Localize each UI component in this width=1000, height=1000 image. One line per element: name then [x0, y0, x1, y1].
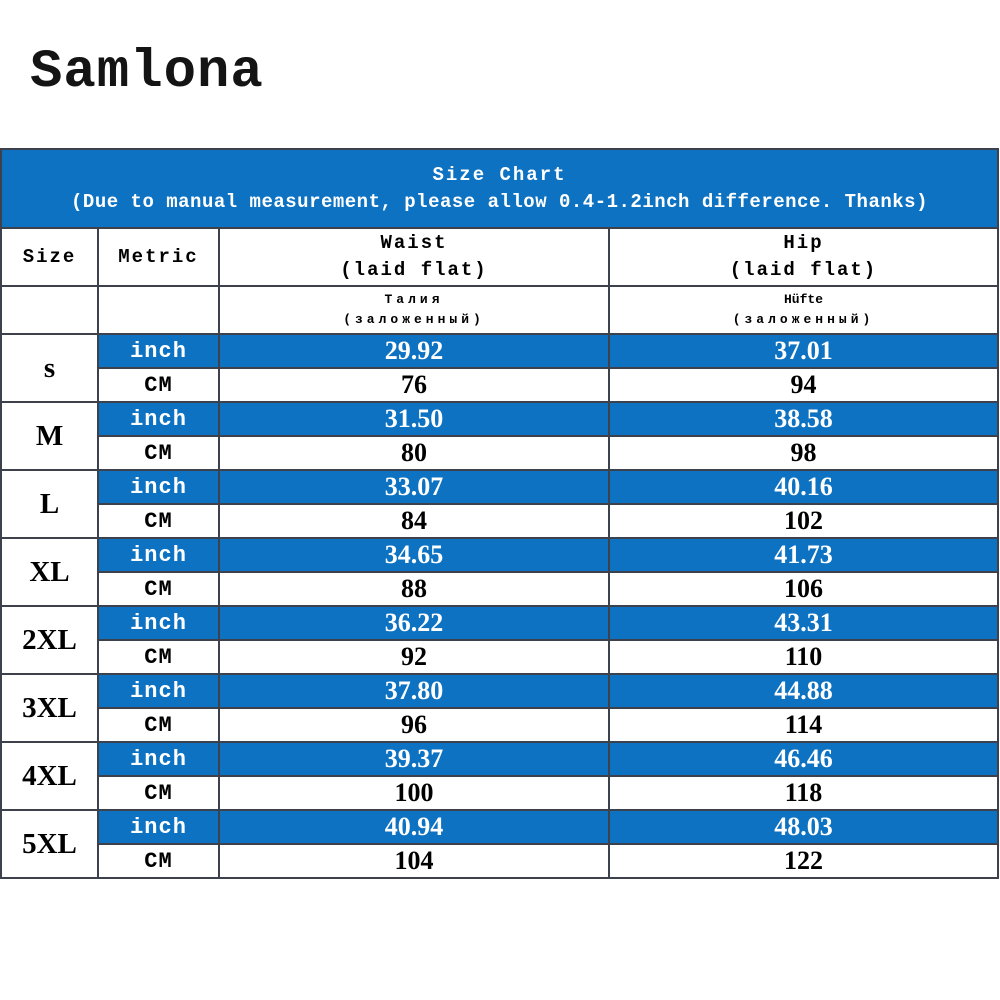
hip-inch-value: 40.16: [608, 469, 999, 505]
hip-inch-value: 48.03: [608, 809, 999, 845]
translated-header-row: Талия (заложенный) Hüfte (заложенный): [0, 285, 999, 335]
unit-label-inch: inch: [97, 741, 220, 777]
waist-inch-value: 40.94: [218, 809, 610, 845]
subheader-size-empty: [0, 285, 99, 335]
waist-inch-value: 34.65: [218, 537, 610, 573]
banner-row: Size Chart (Due to manual measurement, p…: [0, 148, 999, 229]
unit-label-cm: CM: [97, 707, 220, 743]
size-row-cm: CM 96 114: [1, 707, 999, 743]
waist-translated-line2: (заложенный): [343, 312, 485, 327]
column-header-row: Size Metric Waist (laid flat) Hip (laid …: [0, 227, 999, 287]
size-row-inch: 2XL inch 36.22 43.31: [0, 605, 999, 675]
waist-cm-value: 100: [218, 775, 610, 811]
hip-inch-value: 44.88: [608, 673, 999, 709]
unit-label-inch: inch: [97, 333, 220, 369]
size-row-cm: CM 84 102: [1, 503, 999, 539]
hip-cm-value: 98: [608, 435, 999, 471]
hip-cm-value: 122: [608, 843, 999, 879]
col-header-waist-line2: (laid flat): [340, 259, 488, 281]
waist-cm-value: 92: [218, 639, 610, 675]
col-subheader-waist-translated: Талия (заложенный): [218, 285, 610, 335]
unit-label-cm: CM: [97, 435, 220, 471]
size-row-inch: 4XL inch 39.37 46.46: [0, 741, 999, 811]
col-header-waist: Waist (laid flat): [218, 227, 610, 287]
size-chart-table: Size Chart (Due to manual measurement, p…: [0, 148, 999, 879]
unit-label-cm: CM: [97, 503, 220, 539]
size-row-cm: CM 80 98: [1, 435, 999, 471]
size-row-cm: CM 76 94: [1, 367, 999, 403]
waist-inch-value: 37.80: [218, 673, 610, 709]
size-label: XL: [0, 537, 99, 607]
size-row-cm: CM 92 110: [1, 639, 999, 675]
size-label: 3XL: [0, 673, 99, 743]
hip-cm-value: 102: [608, 503, 999, 539]
unit-label-cm: CM: [97, 775, 220, 811]
size-row-inch: XL inch 34.65 41.73: [0, 537, 999, 607]
hip-translated-line1: Hüfte: [783, 291, 823, 307]
waist-inch-value: 39.37: [218, 741, 610, 777]
unit-label-cm: CM: [97, 367, 220, 403]
size-chart-title: Size Chart: [432, 163, 567, 186]
banner-cell: Size Chart (Due to manual measurement, p…: [0, 148, 999, 229]
brand-logo: Samlona: [30, 42, 264, 103]
waist-cm-value: 88: [218, 571, 610, 607]
waist-inch-value: 33.07: [218, 469, 610, 505]
size-label: M: [0, 401, 99, 471]
size-label: 2XL: [0, 605, 99, 675]
size-row-cm: CM 100 118: [1, 775, 999, 811]
waist-cm-value: 80: [218, 435, 610, 471]
unit-label-inch: inch: [97, 673, 220, 709]
size-chart-subtitle: (Due to manual measurement, please allow…: [71, 191, 928, 214]
waist-cm-value: 96: [218, 707, 610, 743]
unit-label-inch: inch: [97, 469, 220, 505]
size-label: 4XL: [0, 741, 99, 811]
unit-label-inch: inch: [97, 809, 220, 845]
col-subheader-hip-translated: Hüfte (заложенный): [608, 285, 999, 335]
waist-cm-value: 84: [218, 503, 610, 539]
subheader-metric-empty: [97, 285, 220, 335]
hip-cm-value: 114: [608, 707, 999, 743]
col-header-hip: Hip (laid flat): [608, 227, 999, 287]
waist-inch-value: 29.92: [218, 333, 610, 369]
hip-inch-value: 38.58: [608, 401, 999, 437]
size-label: 5XL: [0, 809, 99, 879]
col-header-metric: Metric: [97, 227, 220, 287]
size-row-inch: 3XL inch 37.80 44.88: [0, 673, 999, 743]
hip-inch-value: 46.46: [608, 741, 999, 777]
waist-inch-value: 36.22: [218, 605, 610, 641]
col-header-hip-line1: Hip: [783, 232, 824, 255]
size-row-cm: CM 88 106: [1, 571, 999, 607]
unit-label-cm: CM: [97, 571, 220, 607]
size-row-inch: s inch 29.92 37.01: [0, 333, 999, 403]
hip-cm-value: 118: [608, 775, 999, 811]
hip-cm-value: 94: [608, 367, 999, 403]
size-label: L: [0, 469, 99, 539]
hip-cm-value: 110: [608, 639, 999, 675]
hip-inch-value: 37.01: [608, 333, 999, 369]
unit-label-inch: inch: [97, 401, 220, 437]
waist-translated-line1: Талия: [384, 291, 444, 307]
size-row-inch: 5XL inch 40.94 48.03: [0, 809, 999, 879]
unit-label-inch: inch: [97, 605, 220, 641]
col-header-size: Size: [0, 227, 99, 287]
size-label: s: [0, 333, 99, 403]
unit-label-cm: CM: [97, 639, 220, 675]
waist-cm-value: 76: [218, 367, 610, 403]
size-row-cm: CM 104 122: [1, 843, 999, 879]
unit-label-cm: CM: [97, 843, 220, 879]
col-header-hip-line2: (laid flat): [729, 259, 878, 281]
waist-inch-value: 31.50: [218, 401, 610, 437]
waist-cm-value: 104: [218, 843, 610, 879]
hip-inch-value: 43.31: [608, 605, 999, 641]
hip-cm-value: 106: [608, 571, 999, 607]
hip-inch-value: 41.73: [608, 537, 999, 573]
unit-label-inch: inch: [97, 537, 220, 573]
col-header-waist-line1: Waist: [380, 232, 448, 255]
hip-translated-line2: (заложенный): [732, 312, 875, 327]
